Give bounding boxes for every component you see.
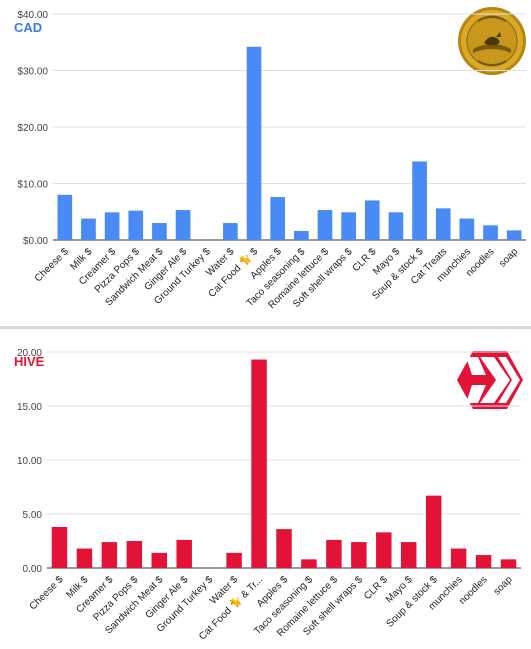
bar [270, 197, 286, 240]
x-category-label: soap [492, 574, 515, 597]
bar [388, 212, 404, 240]
bar [475, 555, 492, 568]
bar [459, 218, 475, 240]
y-tick-label: 0.00 [23, 564, 43, 575]
bar [126, 541, 143, 568]
bar [483, 225, 498, 240]
y-tick-label: $20.00 [17, 123, 48, 134]
bar [317, 210, 333, 240]
panel-divider [0, 326, 531, 329]
y-tick-label: 10.00 [17, 456, 42, 467]
x-category-label: noodles [457, 574, 490, 607]
bar [104, 212, 120, 240]
bar [425, 495, 442, 568]
y-tick-label: $40.00 [17, 10, 48, 21]
bar [76, 548, 93, 568]
bar [151, 552, 167, 568]
bar [246, 46, 262, 240]
bar [152, 223, 167, 240]
y-tick-label: $0.00 [23, 236, 48, 247]
bar [341, 212, 356, 240]
bar [326, 539, 342, 568]
bar [412, 161, 427, 240]
loonie-coin-icon [458, 7, 526, 75]
bar [276, 529, 292, 568]
bar [351, 542, 367, 568]
bar [376, 532, 392, 568]
bar [506, 230, 522, 240]
y-tick-label: $30.00 [17, 67, 48, 78]
bar [251, 359, 267, 568]
y-tick-label: 20.00 [17, 348, 42, 359]
bar [101, 542, 118, 568]
x-category-label: Cheese $ [33, 246, 71, 284]
bar [450, 548, 467, 568]
bar [500, 559, 517, 568]
bar [175, 210, 191, 240]
y-tick-label: 15.00 [17, 402, 42, 413]
cad-panel-label: CAD [14, 20, 42, 35]
bar [226, 552, 242, 568]
bar [176, 539, 192, 568]
bar [57, 194, 73, 240]
y-tick-label: $10.00 [17, 180, 48, 191]
x-category-label: soap [497, 246, 520, 269]
bar [128, 210, 144, 240]
y-tick-label: 5.00 [23, 510, 43, 521]
bar [293, 230, 309, 240]
bar [435, 208, 451, 240]
hive-logo-icon [457, 351, 523, 409]
bar [301, 559, 317, 568]
bar [401, 542, 417, 568]
bar [364, 200, 380, 240]
x-category-label: Cheese $ [28, 574, 66, 612]
bar [81, 218, 96, 240]
bar [223, 223, 238, 240]
hive-panel-label: HIVE [14, 354, 45, 369]
bar [51, 526, 68, 568]
